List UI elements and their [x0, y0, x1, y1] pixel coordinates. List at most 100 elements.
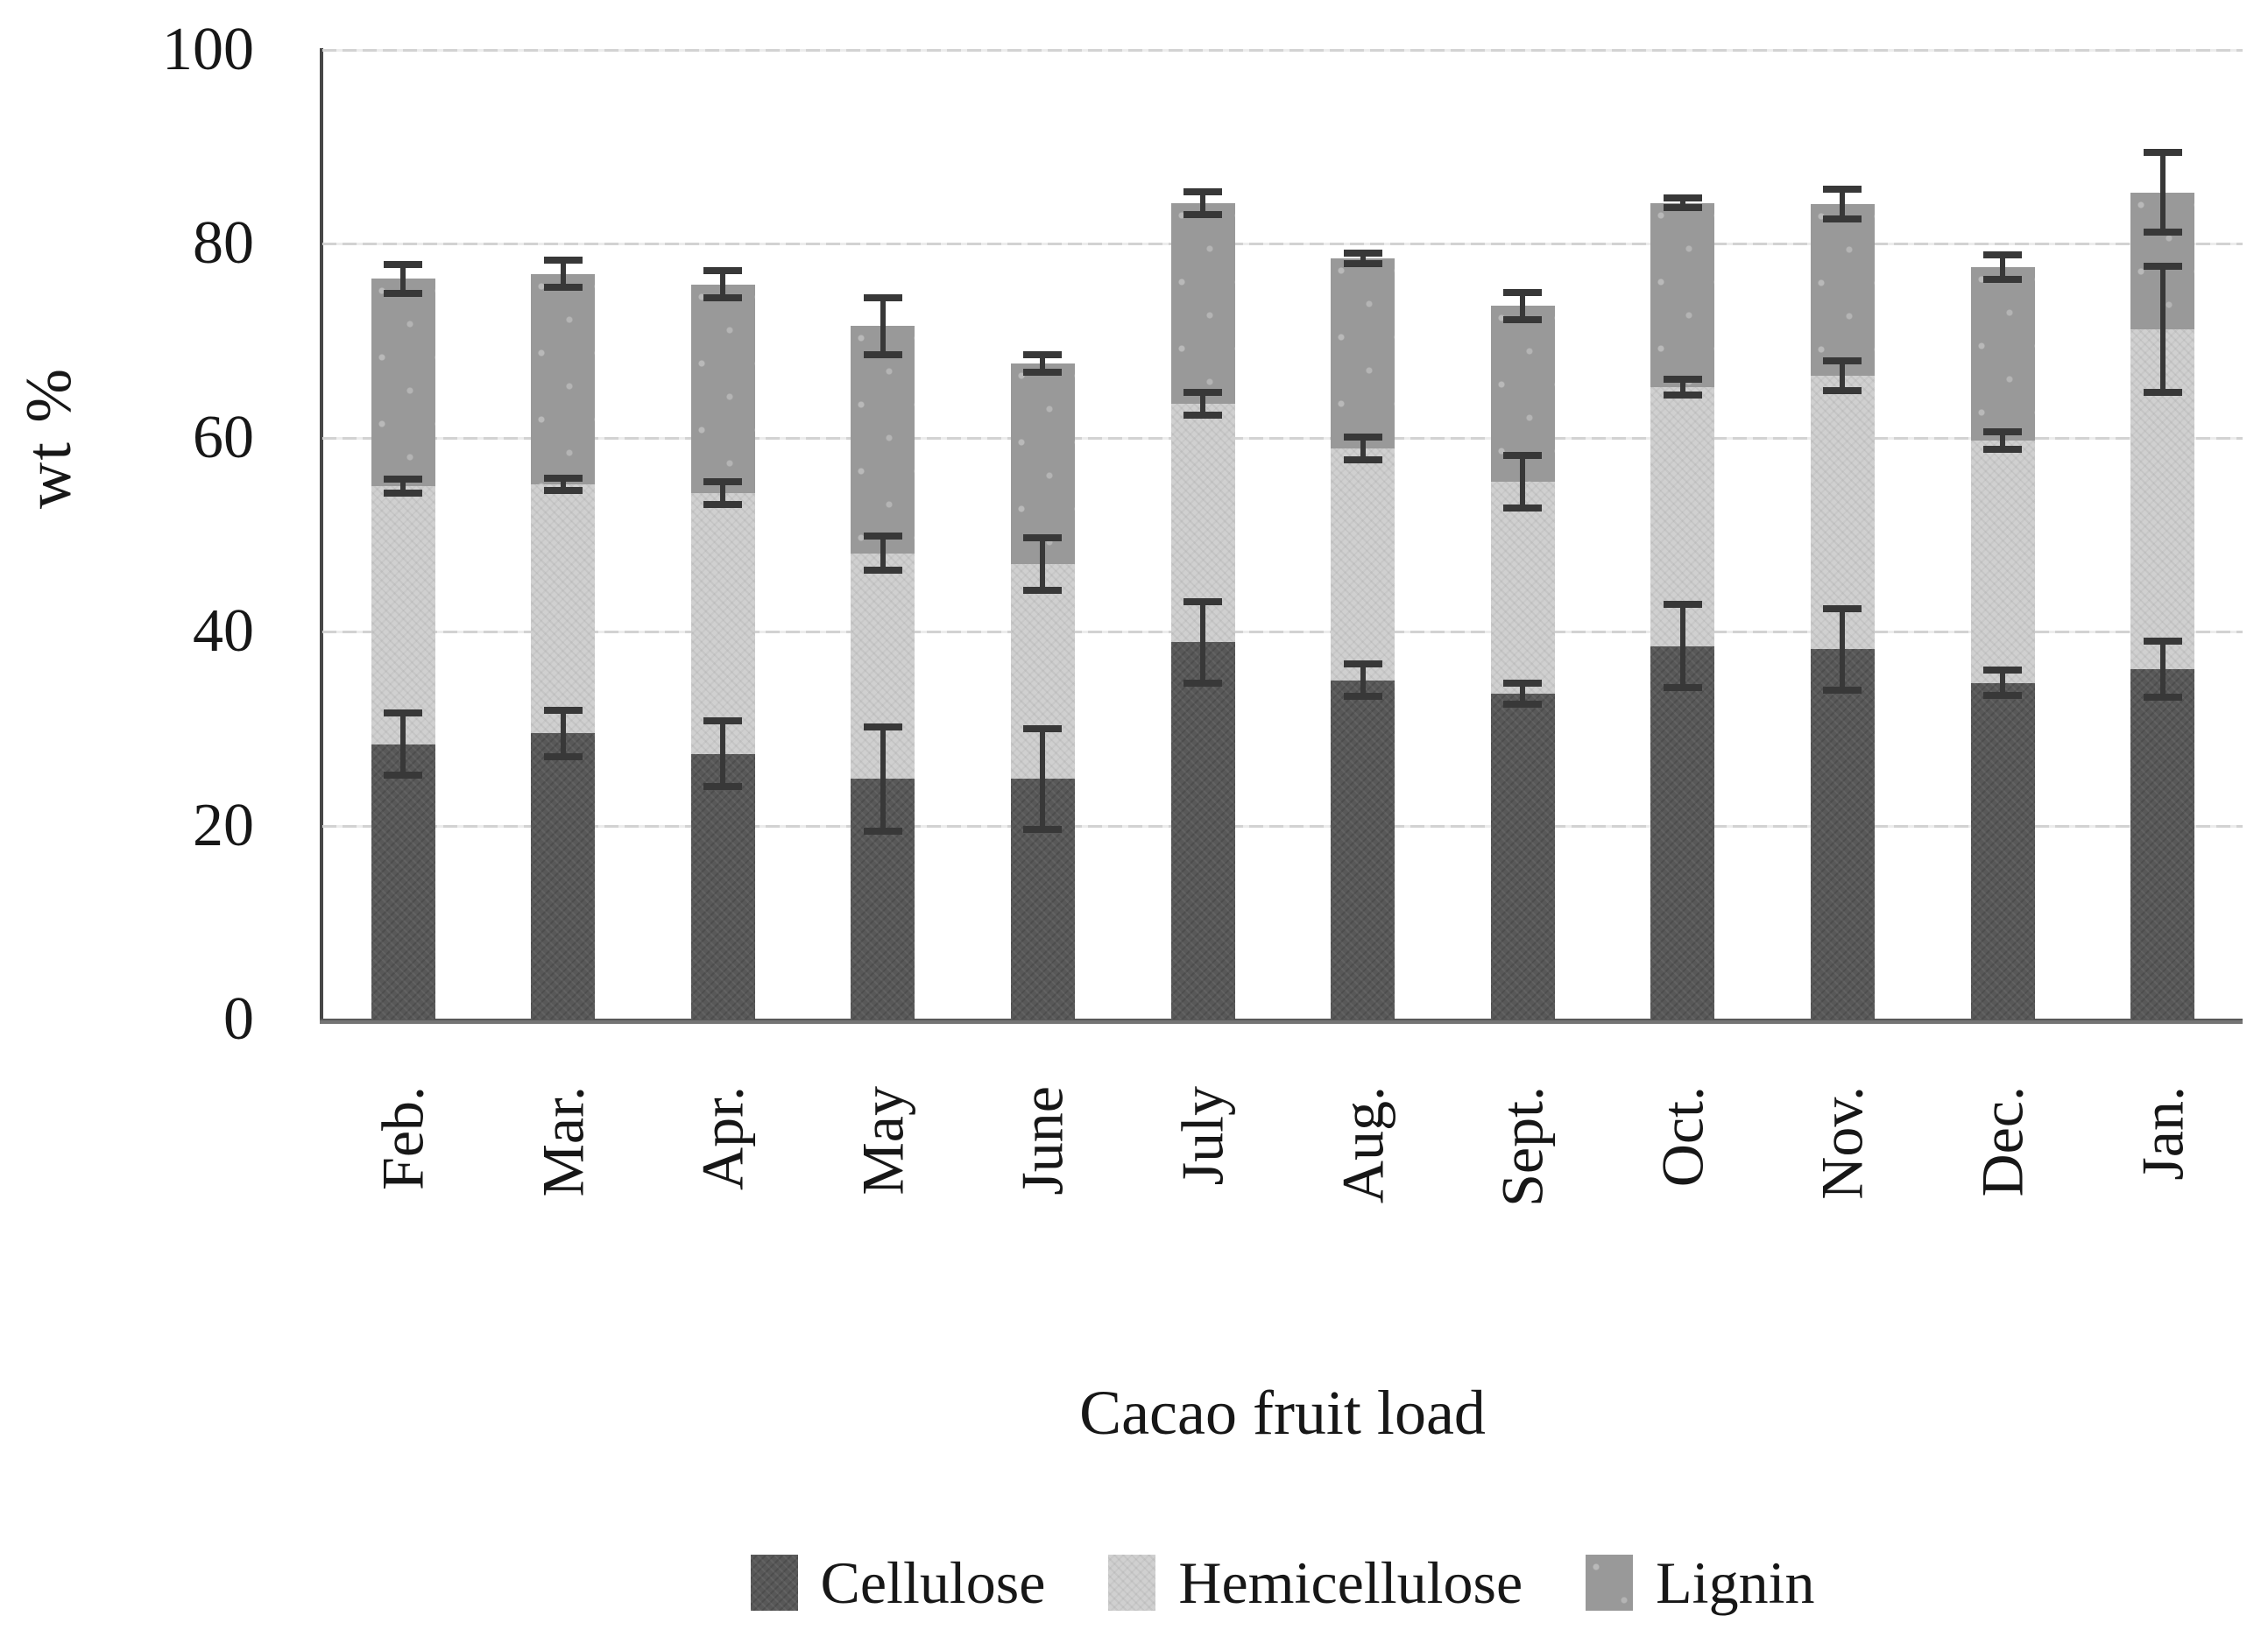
- error-bar-cap-bottom-hemicellulose-June: [1023, 586, 1063, 594]
- error-bar-line-hemicellulose-Apr: [720, 481, 726, 505]
- error-bar-cap-top-hemicellulose-Aug: [1343, 433, 1382, 441]
- error-bar-line-cellulose-Oct: [1679, 604, 1685, 688]
- error-bar-cap-top-hemicellulose-July: [1183, 388, 1222, 396]
- x-tick-label-Aug: Aug.: [1329, 1086, 1396, 1204]
- y-axis-line: [320, 48, 323, 1022]
- error-bar-cap-bottom-hemicellulose-Feb: [384, 489, 422, 497]
- error-bar-line-hemicellulose-May: [880, 535, 886, 571]
- error-bar-cap-top-lignin-Mar: [543, 257, 583, 265]
- legend-item-cellulose: Cellulose: [750, 1553, 1045, 1612]
- error-bar-cap-bottom-hemicellulose-Apr: [703, 501, 743, 509]
- gridline-40: [322, 631, 2243, 634]
- error-bar-cap-top-lignin-Nov: [1823, 186, 1862, 194]
- error-bar-cap-top-hemicellulose-Dec: [1983, 428, 2022, 436]
- bar-segment-lignin-Dec: [1970, 266, 2035, 441]
- bar-segment-lignin-June: [1010, 363, 1075, 564]
- error-bar-cap-bottom-hemicellulose-Oct: [1663, 392, 1702, 399]
- error-bar-line-hemicellulose-Aug: [1360, 436, 1366, 461]
- error-bar-cap-top-cellulose-Apr: [703, 717, 743, 725]
- error-bar-cap-bottom-lignin-Nov: [1823, 215, 1862, 222]
- error-bar-cap-top-cellulose-Mar: [543, 706, 583, 714]
- bar-segment-cellulose-Dec: [1970, 682, 2035, 1020]
- error-bar-line-lignin-May: [880, 298, 886, 355]
- bar-segment-hemicellulose-July: [1170, 404, 1235, 643]
- x-axis-line: [320, 1019, 2243, 1024]
- error-bar-line-lignin-Aug: [1360, 253, 1366, 264]
- error-bar-cap-bottom-cellulose-Nov: [1823, 686, 1862, 694]
- error-bar-cap-bottom-cellulose-Sept: [1503, 701, 1543, 709]
- error-bar-line-hemicellulose-Dec: [2000, 432, 2005, 450]
- error-bar-cap-top-cellulose-Aug: [1343, 660, 1382, 667]
- error-bar-line-lignin-Nov: [1840, 189, 1846, 219]
- error-bar-line-cellulose-May: [880, 726, 886, 832]
- y-axis-title: wt %: [13, 366, 85, 510]
- error-bar-cap-top-cellulose-June: [1023, 724, 1063, 732]
- error-bar-cap-top-hemicellulose-May: [863, 532, 902, 540]
- error-bar-line-lignin-Sept: [1520, 292, 1526, 320]
- legend-swatch-cellulose: [750, 1555, 798, 1611]
- error-bar-cap-top-hemicellulose-Nov: [1823, 357, 1862, 365]
- bar-segment-lignin-Mar: [531, 273, 596, 484]
- error-bar-cap-bottom-cellulose-Oct: [1663, 684, 1702, 692]
- error-bar-line-cellulose-Nov: [1840, 608, 1846, 690]
- error-bar-cap-top-hemicellulose-Oct: [1663, 376, 1702, 384]
- legend: Cellulose Hemicellulose Lignin: [322, 1526, 2243, 1640]
- error-bar-line-hemicellulose-Jan: [2159, 265, 2166, 392]
- gridline-100: [322, 49, 2243, 52]
- x-tick-label-Nov: Nov.: [1808, 1086, 1876, 1200]
- error-bar-cap-top-lignin-Jan: [2143, 149, 2182, 157]
- x-tick-label-Sept: Sept.: [1488, 1086, 1556, 1207]
- error-bar-cap-bottom-cellulose-Mar: [543, 753, 583, 760]
- error-bar-cap-bottom-cellulose-Feb: [384, 772, 422, 780]
- error-bar-cap-bottom-hemicellulose-May: [863, 567, 902, 575]
- error-bar-cap-bottom-lignin-Sept: [1503, 315, 1543, 323]
- error-bar-cap-top-cellulose-Dec: [1983, 667, 2022, 674]
- x-tick-label-Dec: Dec.: [1968, 1086, 2036, 1197]
- legend-swatch-lignin: [1586, 1555, 1634, 1611]
- y-tick-label-60: 60: [193, 403, 254, 471]
- error-bar-line-cellulose-Sept: [1520, 682, 1526, 705]
- error-bar-line-lignin-Apr: [720, 271, 726, 299]
- error-bar-line-lignin-Jan: [2159, 152, 2166, 233]
- bar-segment-hemicellulose-Aug: [1331, 448, 1395, 681]
- bar-segment-lignin-May: [851, 326, 915, 554]
- bar-segment-hemicellulose-June: [1010, 563, 1075, 780]
- error-bar-cap-top-hemicellulose-Apr: [703, 477, 743, 485]
- x-tick-label-Feb: Feb.: [369, 1086, 436, 1190]
- error-bar-cap-top-lignin-June: [1023, 350, 1063, 358]
- bar-segment-lignin-Nov: [1810, 204, 1875, 376]
- bar-segment-cellulose-Jan: [2130, 669, 2195, 1020]
- error-bar-line-cellulose-July: [1200, 601, 1205, 683]
- bar-segment-lignin-Apr: [690, 284, 755, 493]
- error-bar-line-hemicellulose-Mar: [560, 478, 566, 490]
- y-tick-label-80: 80: [193, 209, 254, 278]
- error-bar-cap-top-cellulose-Nov: [1823, 604, 1862, 612]
- error-bar-cap-bottom-hemicellulose-Aug: [1343, 456, 1382, 464]
- legend-swatch-hemicellulose: [1108, 1555, 1156, 1611]
- error-bar-cap-bottom-lignin-Dec: [1983, 276, 2022, 284]
- error-bar-cap-top-lignin-Aug: [1343, 250, 1382, 258]
- legend-label-hemicellulose: Hemicellulose: [1178, 1549, 1523, 1616]
- bar-segment-hemicellulose-Mar: [531, 483, 596, 734]
- error-bar-line-lignin-June: [1040, 354, 1046, 372]
- error-bar-cap-bottom-cellulose-Dec: [1983, 692, 2022, 700]
- error-bar-line-hemicellulose-Oct: [1679, 379, 1685, 396]
- error-bar-line-cellulose-Jan: [2159, 641, 2166, 698]
- error-bar-cap-top-lignin-July: [1183, 187, 1222, 195]
- error-bar-cap-bottom-cellulose-Aug: [1343, 693, 1382, 701]
- error-bar-cap-top-cellulose-Feb: [384, 709, 422, 717]
- bar-segment-cellulose-Mar: [531, 733, 596, 1020]
- bar-segment-cellulose-Apr: [690, 753, 755, 1020]
- bar-segment-hemicellulose-Oct: [1650, 387, 1715, 646]
- error-bar-line-cellulose-Dec: [2000, 670, 2005, 696]
- bar-segment-cellulose-July: [1170, 642, 1235, 1020]
- error-bar-cap-top-hemicellulose-Sept: [1503, 451, 1543, 459]
- bar-segment-cellulose-Aug: [1331, 680, 1395, 1020]
- bar-segment-hemicellulose-Nov: [1810, 375, 1875, 650]
- error-bar-cap-top-hemicellulose-June: [1023, 533, 1063, 541]
- x-tick-label-July: July: [1169, 1086, 1236, 1186]
- x-tick-label-Apr: Apr.: [689, 1086, 756, 1190]
- error-bar-cap-bottom-lignin-Jan: [2143, 229, 2182, 236]
- gridline-60: [322, 436, 2243, 440]
- error-bar-cap-top-cellulose-Sept: [1503, 679, 1543, 687]
